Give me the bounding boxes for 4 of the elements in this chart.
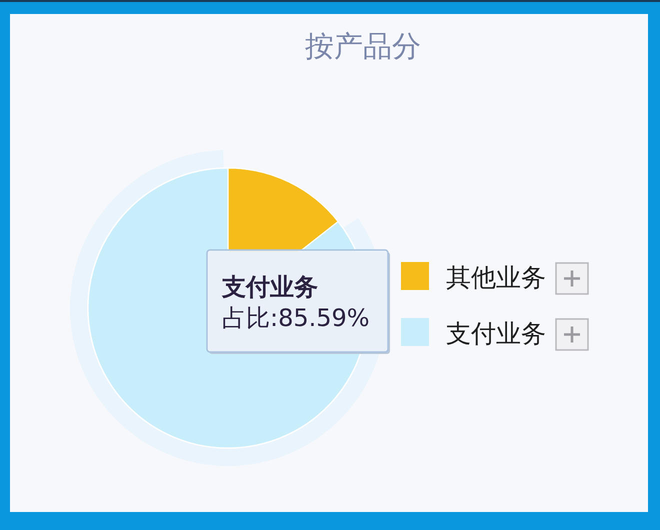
tooltip: 支付业务 占比:85.59% (206, 249, 390, 354)
chart-title: 按产品分 (305, 29, 421, 63)
legend-label: 其他业务 (446, 263, 546, 292)
legend-label: 支付业务 (446, 319, 546, 348)
